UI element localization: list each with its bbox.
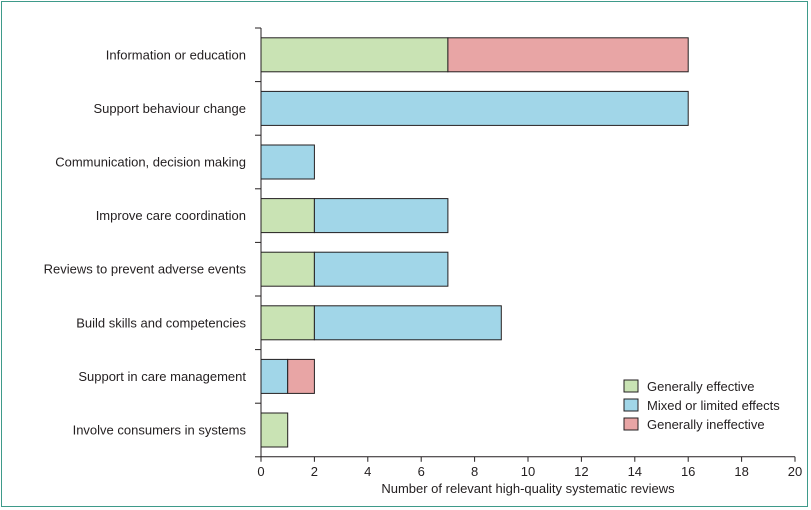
category-label: Involve consumers in systems (73, 423, 247, 438)
category-label: Support behaviour change (93, 101, 246, 116)
category-label: Communication, decision making (55, 155, 246, 170)
bar-segment-mixed-or-limited-effects (260, 144, 315, 180)
bar-segment-mixed-or-limited-effects (313, 198, 449, 234)
x-tick-label: 18 (734, 464, 748, 479)
bar-segment-mixed-or-limited-effects (313, 251, 449, 287)
category-label: Reviews to prevent adverse events (44, 262, 247, 277)
bar-segment-generally-effective (260, 305, 315, 341)
x-tick-label: 16 (681, 464, 695, 479)
x-tick-label: 6 (418, 464, 425, 479)
bar-segment-mixed-or-limited-effects (260, 358, 289, 394)
legend-swatch-mixed-or-limited-effects (623, 398, 639, 412)
x-tick-label: 8 (471, 464, 478, 479)
category-label: Improve care coordination (96, 208, 246, 223)
x-axis-label: Number of relevant high-quality systemat… (381, 481, 675, 496)
x-tick-label: 0 (257, 464, 264, 479)
bar-segment-generally-effective (260, 412, 289, 448)
bar-segment-generally-ineffective (287, 358, 315, 394)
legend-label: Mixed or limited effects (647, 398, 780, 413)
x-tick-labels: 0 2 4 6 8 10 12 14 16 18 20 (257, 464, 802, 479)
category-label: Build skills and competencies (76, 315, 246, 330)
x-tick-label: 2 (311, 464, 318, 479)
x-tick-label: 20 (788, 464, 802, 479)
x-tick-label: 14 (628, 464, 642, 479)
bar-segment-generally-effective (260, 251, 315, 287)
legend-label: Generally effective (647, 379, 754, 394)
legend-label: Generally ineffective (647, 417, 765, 432)
bars (260, 37, 689, 448)
legend-swatch-generally-effective (623, 379, 639, 393)
bar-segment-generally-effective (260, 37, 449, 73)
category-label: Support in care management (78, 369, 246, 384)
bar-segment-generally-ineffective (447, 37, 689, 73)
legend: Generally effective Mixed or limited effe… (623, 379, 780, 432)
x-tick-label: 4 (364, 464, 371, 479)
bar-segment-mixed-or-limited-effects (313, 305, 502, 341)
category-labels: Information or education Support behaviou… (44, 47, 247, 437)
bar-segment-mixed-or-limited-effects (260, 90, 689, 126)
category-label: Information or education (106, 47, 246, 62)
bar-segment-generally-effective (260, 198, 315, 234)
x-tick-label: 10 (521, 464, 535, 479)
x-tick-label: 12 (574, 464, 588, 479)
axes (255, 27, 796, 462)
legend-swatch-generally-ineffective (623, 417, 639, 431)
